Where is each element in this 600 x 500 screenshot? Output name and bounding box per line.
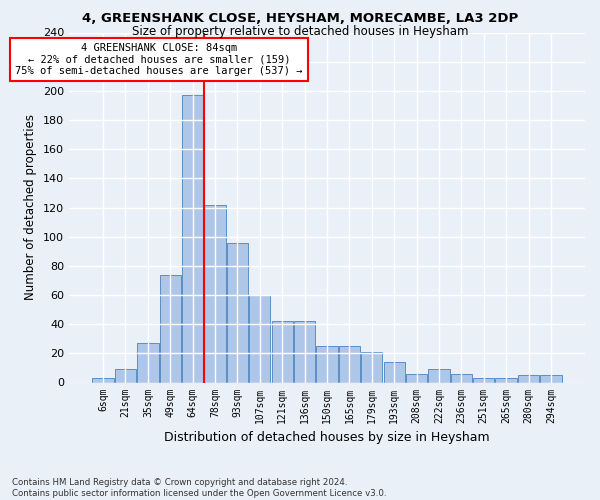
- Bar: [428, 370, 449, 382]
- Bar: [115, 370, 136, 382]
- Bar: [249, 295, 271, 382]
- Text: Size of property relative to detached houses in Heysham: Size of property relative to detached ho…: [132, 25, 468, 38]
- Bar: [294, 322, 315, 382]
- Bar: [272, 322, 293, 382]
- Bar: [496, 378, 517, 382]
- Bar: [316, 346, 338, 383]
- Text: Contains HM Land Registry data © Crown copyright and database right 2024.
Contai: Contains HM Land Registry data © Crown c…: [12, 478, 386, 498]
- Bar: [383, 362, 405, 382]
- Bar: [227, 242, 248, 382]
- Text: 4, GREENSHANK CLOSE, HEYSHAM, MORECAMBE, LA3 2DP: 4, GREENSHANK CLOSE, HEYSHAM, MORECAMBE,…: [82, 12, 518, 26]
- Bar: [518, 375, 539, 382]
- Bar: [182, 95, 203, 382]
- Bar: [160, 274, 181, 382]
- Bar: [451, 374, 472, 382]
- Y-axis label: Number of detached properties: Number of detached properties: [25, 114, 37, 300]
- Bar: [339, 346, 360, 383]
- Bar: [540, 375, 562, 382]
- Bar: [137, 343, 158, 382]
- Bar: [473, 378, 494, 382]
- X-axis label: Distribution of detached houses by size in Heysham: Distribution of detached houses by size …: [164, 431, 490, 444]
- Bar: [406, 374, 427, 382]
- Bar: [361, 352, 382, 382]
- Bar: [205, 204, 226, 382]
- Text: 4 GREENSHANK CLOSE: 84sqm
← 22% of detached houses are smaller (159)
75% of semi: 4 GREENSHANK CLOSE: 84sqm ← 22% of detac…: [16, 42, 303, 76]
- Bar: [92, 378, 114, 382]
